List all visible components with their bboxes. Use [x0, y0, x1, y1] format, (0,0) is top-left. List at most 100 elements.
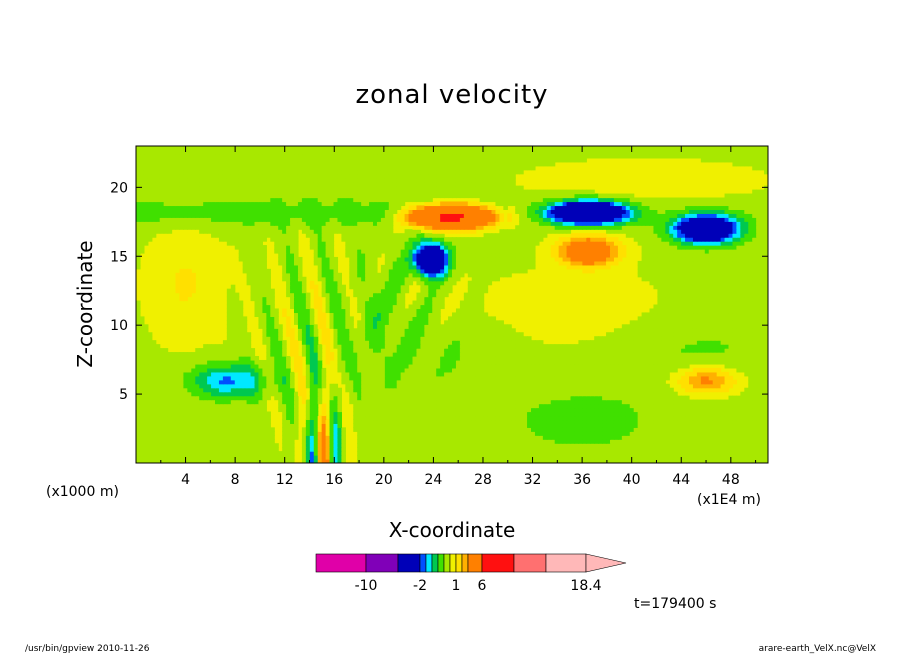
field-cell	[230, 415, 236, 421]
field-cell	[262, 324, 267, 329]
field-cell	[499, 379, 504, 385]
field-cell	[143, 379, 149, 385]
field-cell	[598, 403, 603, 409]
field-cell	[681, 356, 686, 361]
field-cell	[250, 383, 256, 389]
field-cell	[384, 415, 390, 421]
field-cell	[503, 399, 508, 405]
field-cell	[696, 423, 702, 428]
field-cell	[475, 415, 481, 421]
field-cell	[594, 459, 599, 463]
field-cell	[602, 340, 607, 345]
field-cell	[388, 359, 394, 365]
field-cell	[602, 443, 607, 448]
field-cell	[159, 356, 165, 361]
field-cell	[404, 359, 410, 365]
field-cell	[207, 391, 212, 397]
field-cell	[183, 447, 188, 452]
field-cell	[649, 363, 655, 369]
field-cell	[677, 435, 682, 440]
field-cell	[278, 375, 283, 381]
field-cell	[357, 411, 362, 417]
field-cell	[546, 443, 552, 448]
field-cell	[274, 375, 279, 381]
field-cell	[455, 336, 461, 341]
field-cell	[507, 439, 512, 444]
field-cell	[151, 431, 157, 436]
field-cell	[155, 443, 161, 448]
field-cell	[357, 439, 362, 444]
field-cell	[183, 383, 188, 389]
field-cell	[637, 443, 643, 448]
field-cell	[625, 379, 631, 385]
field-cell	[692, 352, 698, 357]
field-cell	[677, 439, 682, 444]
field-cell	[309, 387, 315, 393]
field-cell	[246, 356, 252, 361]
field-cell	[155, 344, 161, 349]
field-cell	[250, 363, 256, 369]
field-cell	[665, 356, 670, 361]
field-cell	[491, 407, 497, 413]
field-cell	[207, 356, 212, 361]
field-cell	[594, 427, 599, 432]
field-cell	[491, 348, 497, 353]
field-cell	[373, 356, 378, 361]
field-cell	[538, 391, 544, 397]
field-cell	[728, 435, 734, 440]
field-cell	[274, 443, 279, 448]
field-cell	[685, 348, 690, 353]
field-cell	[448, 383, 453, 389]
field-cell	[218, 348, 224, 353]
field-cell	[246, 403, 252, 409]
field-cell	[499, 427, 504, 432]
field-cell	[531, 439, 536, 444]
field-cell	[444, 371, 449, 377]
field-cell	[424, 363, 429, 369]
field-cell	[637, 348, 643, 353]
field-cell	[155, 352, 161, 357]
field-cell	[546, 359, 552, 365]
field-cell	[764, 379, 768, 385]
field-cell	[159, 379, 165, 385]
field-cell	[215, 391, 220, 397]
field-cell	[420, 411, 425, 417]
field-cell	[384, 363, 390, 369]
field-cell	[301, 395, 307, 401]
field-cell	[404, 403, 410, 409]
field-cell	[222, 447, 228, 452]
field-cell	[629, 375, 635, 381]
field-cell	[677, 328, 682, 333]
field-cell	[136, 439, 141, 444]
field-cell	[562, 391, 568, 397]
field-cell	[586, 375, 591, 381]
field-cell	[732, 356, 737, 361]
field-cell	[744, 332, 749, 337]
field-cell	[226, 435, 232, 440]
field-cell	[400, 391, 406, 397]
field-cell	[613, 399, 619, 405]
field-cell	[171, 359, 177, 365]
field-cell	[511, 447, 516, 452]
field-cell	[226, 324, 232, 329]
field-cell	[183, 387, 188, 393]
field-cell	[756, 451, 761, 456]
field-cell	[617, 352, 623, 357]
field-cell	[183, 427, 188, 432]
field-cell	[534, 451, 540, 456]
field-cell	[266, 423, 271, 428]
field-cell	[167, 371, 173, 377]
field-cell	[665, 387, 670, 393]
field-cell	[396, 411, 402, 417]
field-cell	[519, 387, 524, 393]
field-cell	[475, 391, 481, 397]
field-cell	[570, 439, 576, 444]
field-cell	[183, 431, 188, 436]
field-cell	[495, 336, 500, 341]
field-cell	[258, 407, 263, 413]
field-cell	[139, 415, 145, 421]
field-cell	[598, 344, 603, 349]
field-cell	[218, 399, 224, 405]
field-cell	[716, 332, 722, 337]
field-cell	[428, 332, 433, 337]
